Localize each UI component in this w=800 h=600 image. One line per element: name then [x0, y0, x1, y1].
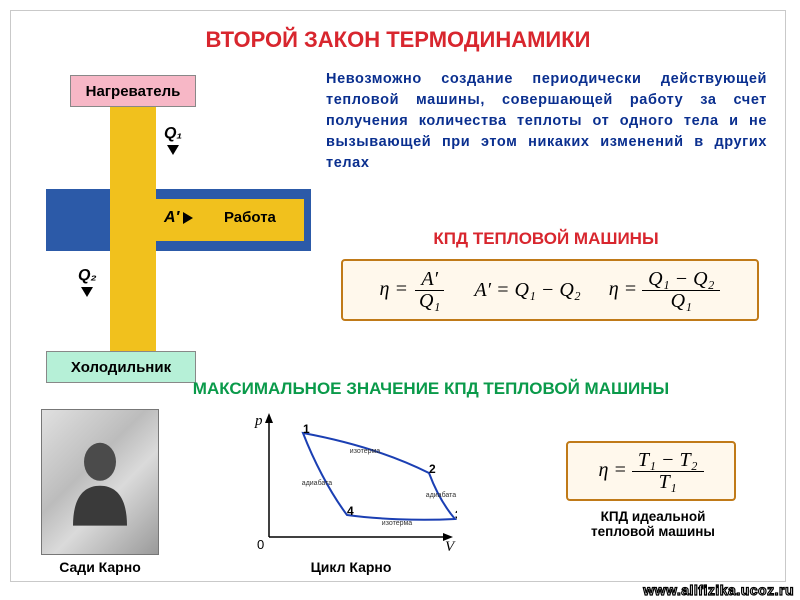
- page-title: ВТОРОЙ ЗАКОН ТЕРМОДИНАМИКИ: [11, 27, 785, 53]
- heat-engine-diagram: Нагреватель Холодильник Работа Q₁ Q₂ A′: [46, 71, 311, 391]
- q2-label: Q₂: [78, 267, 97, 297]
- svg-text:1: 1: [303, 422, 310, 436]
- kpd-formula-box: η = A′Q₁ A′ = Q₁ − Q₂ η = Q₁ − Q₂Q₁: [341, 259, 759, 321]
- person-silhouette-icon: [67, 438, 133, 526]
- svg-text:адиабата: адиабата: [426, 491, 456, 499]
- kpd-formula-3: η = Q₁ − Q₂Q₁: [609, 269, 721, 312]
- svg-text:0: 0: [257, 537, 264, 552]
- svg-text:V: V: [445, 539, 456, 555]
- heater-block: Нагреватель: [70, 75, 196, 107]
- max-kpd-heading: МАКСИМАЛЬНОЕ ЗНАЧЕНИЕ КПД ТЕПЛОВОЙ МАШИН…: [191, 379, 671, 399]
- kpd-formula-1: η = A′Q₁: [380, 269, 447, 312]
- carnot-portrait: [41, 409, 159, 555]
- svg-text:изотерма: изотерма: [382, 520, 413, 527]
- svg-text:2: 2: [429, 462, 436, 476]
- kpd-formula-2: A′ = Q₁ − Q₂: [474, 279, 580, 302]
- law-statement: Невозможно создание периодически действу…: [326, 69, 767, 174]
- ideal-kpd-formula: η = T₁ − T₂T₁: [598, 450, 703, 493]
- watermark: www.allfizika.ucoz.ru: [643, 582, 794, 598]
- aprime-label: A′: [164, 209, 193, 227]
- ideal-kpd-caption: КПД идеальной тепловой машины: [571, 509, 735, 539]
- portrait-caption: Сади Карно: [41, 559, 159, 575]
- svg-text:p: p: [254, 413, 263, 429]
- svg-text:4: 4: [347, 504, 354, 518]
- svg-text:изотерма: изотерма: [350, 448, 381, 455]
- poster-frame: ВТОРОЙ ЗАКОН ТЕРМОДИНАМИКИ Невозможно со…: [10, 10, 786, 582]
- q1-label: Q₁: [164, 125, 182, 155]
- svg-text:3: 3: [455, 508, 457, 522]
- kpd-heading: КПД ТЕПЛОВОЙ МАШИНЫ: [381, 229, 711, 249]
- carnot-cycle-graph: p V 0 1 2 3 4 изотерма адиабата изотерма адиаба…: [247, 409, 457, 557]
- svg-text:адиабата: адиабата: [302, 479, 332, 487]
- ideal-kpd-formula-box: η = T₁ − T₂T₁: [566, 441, 736, 501]
- carnot-caption: Цикл Карно: [271, 559, 431, 575]
- carnot-svg: p V 0 1 2 3 4 изотерма адиабата изотерма адиаба…: [247, 409, 457, 557]
- work-label: Работа: [224, 209, 276, 226]
- cooler-block: Холодильник: [46, 351, 196, 383]
